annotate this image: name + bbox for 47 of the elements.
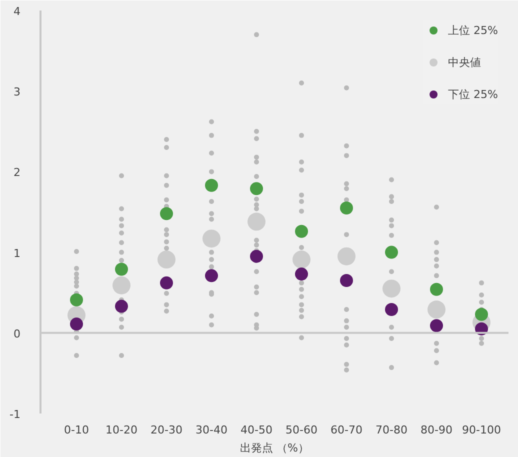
point bbox=[338, 247, 356, 266]
y-tick-label: 0 bbox=[14, 327, 20, 340]
point bbox=[475, 308, 488, 321]
point bbox=[340, 201, 353, 214]
point bbox=[160, 276, 173, 290]
point bbox=[385, 246, 398, 259]
legend-label: 下位 25% bbox=[448, 86, 498, 102]
point bbox=[295, 224, 308, 238]
point bbox=[205, 269, 218, 282]
point bbox=[292, 250, 310, 269]
point bbox=[202, 230, 220, 248]
point bbox=[70, 318, 83, 331]
point bbox=[250, 250, 263, 263]
y-tick-label: 1 bbox=[14, 246, 20, 260]
point bbox=[205, 178, 218, 192]
point bbox=[248, 212, 266, 231]
point bbox=[158, 250, 176, 269]
x-tick-label: 40-50 bbox=[240, 424, 272, 436]
x-tick-label: 0-10 bbox=[64, 424, 89, 436]
y-tick-label: -1 bbox=[10, 408, 20, 421]
point bbox=[250, 182, 263, 196]
point bbox=[340, 274, 353, 287]
point bbox=[295, 268, 308, 281]
point bbox=[112, 276, 130, 294]
x-tick-label: 50-60 bbox=[286, 424, 318, 436]
y-tick-label: 4 bbox=[14, 5, 20, 18]
point bbox=[70, 293, 83, 306]
point bbox=[160, 207, 173, 220]
x-axis-title: 出発点 （%） bbox=[240, 442, 309, 454]
point bbox=[430, 319, 443, 332]
point bbox=[382, 280, 400, 298]
x-tick-label: 10-20 bbox=[106, 424, 138, 436]
x-tick-label: 90-100 bbox=[462, 424, 501, 436]
y-tick-label: 3 bbox=[14, 86, 20, 99]
point bbox=[385, 303, 398, 316]
point bbox=[430, 282, 443, 296]
y-tick-label: 2 bbox=[14, 166, 20, 180]
legend-label: 中央値 bbox=[448, 54, 482, 70]
x-tick-label: 60-70 bbox=[330, 424, 362, 436]
x-tick-label: 80-90 bbox=[420, 424, 452, 436]
point bbox=[428, 300, 446, 319]
x-tick-label: 20-30 bbox=[150, 424, 182, 436]
point bbox=[115, 262, 128, 276]
x-tick-label: 30-40 bbox=[196, 424, 228, 436]
point bbox=[115, 300, 128, 313]
x-tick-label: 70-80 bbox=[376, 424, 408, 436]
legend-label: 上位 25% bbox=[448, 22, 498, 38]
